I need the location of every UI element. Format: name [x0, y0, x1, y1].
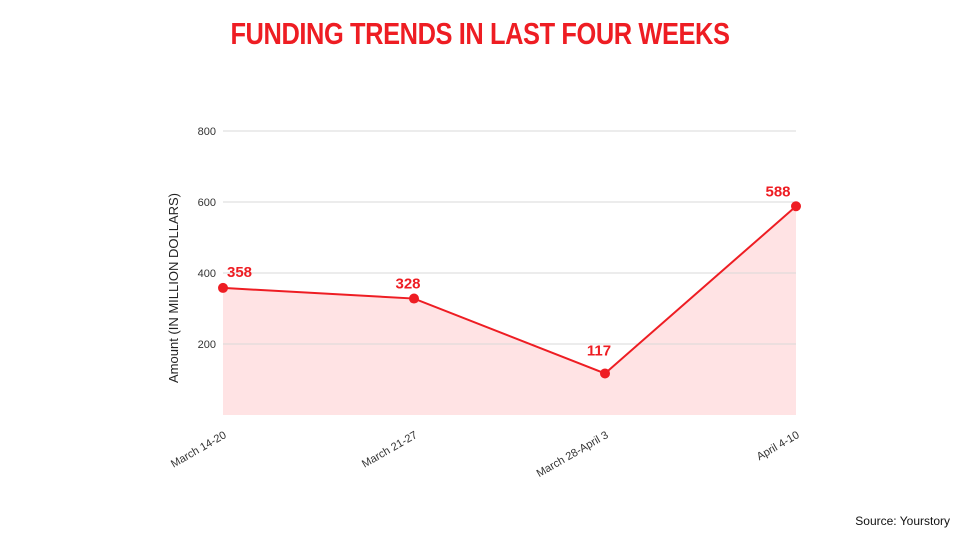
data-point [600, 368, 610, 379]
data-label: 358 [227, 264, 252, 281]
data-point [791, 201, 801, 212]
x-tick-label: March 21-27 [360, 429, 419, 470]
x-tick-label: April 4-10 [755, 429, 802, 463]
y-tick-label: 400 [198, 268, 216, 280]
data-point [218, 282, 228, 293]
series-line [222, 205, 797, 375]
data-label: 588 [765, 183, 790, 200]
source-note: Source: Yourstory [855, 514, 950, 528]
y-axis-label: Amount (IN MILLION DOLLARS) [166, 193, 181, 383]
y-tick-label: 600 [198, 197, 216, 209]
x-tick-label: March 14-20 [169, 429, 228, 470]
x-tick-label: March 28-April 3 [535, 429, 611, 480]
data-point [409, 293, 419, 304]
y-tick-label: 200 [198, 339, 216, 351]
data-label: 117 [587, 342, 611, 359]
area-fill [223, 206, 796, 415]
chart-title: FUNDING TRENDS IN LAST FOUR WEEKS [230, 16, 730, 51]
y-tick-label: 800 [198, 126, 216, 138]
data-label: 328 [395, 276, 420, 293]
